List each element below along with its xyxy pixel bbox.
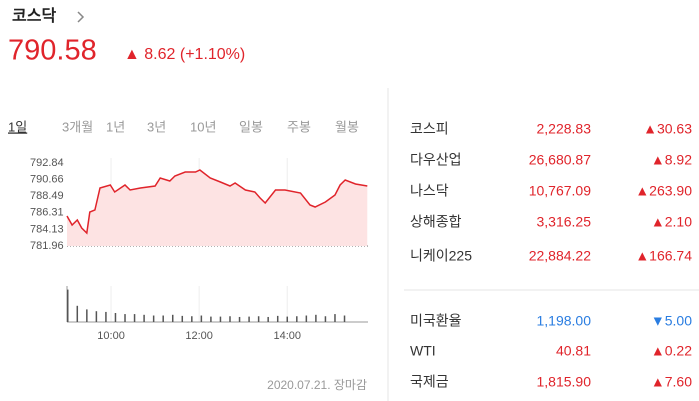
market-name[interactable]: 다우산업: [410, 152, 462, 168]
y-tick-label: 781.96: [30, 240, 64, 252]
volume-bar: [296, 316, 298, 322]
y-tick-label: 788.49: [30, 190, 64, 202]
market-change: ▲0.22: [651, 343, 692, 359]
market-change: ▲7.60: [651, 374, 692, 390]
market-change: ▲2.10: [651, 214, 692, 230]
volume-bar: [105, 311, 107, 322]
volume-bar: [238, 316, 241, 322]
market-change: ▼5.00: [651, 313, 692, 329]
volume-bar: [200, 315, 203, 322]
volume-bar: [133, 314, 136, 322]
volume-bar: [76, 305, 79, 322]
market-value: 26,680.87: [529, 152, 591, 168]
volume-bar: [315, 314, 317, 322]
market-name[interactable]: 미국환율: [410, 313, 462, 329]
period-tab[interactable]: 1년: [106, 119, 125, 134]
volume-bar: [276, 315, 279, 322]
volume-bar: [305, 315, 308, 322]
date-label: 2020.07.21. 장마감: [267, 378, 367, 392]
volume-bar: [143, 314, 145, 322]
x-tick-label: 14:00: [273, 330, 301, 342]
market-value: 22,884.22: [529, 248, 591, 264]
y-tick-label: 786.31: [30, 207, 64, 219]
y-tick-label: 784.13: [30, 223, 64, 235]
index-title[interactable]: 코스닥: [12, 7, 56, 25]
volume-bar: [181, 315, 184, 322]
volume-bar: [286, 316, 289, 322]
volume-bar: [152, 315, 155, 322]
volume-bar: [248, 316, 250, 322]
period-tab[interactable]: 3개월: [62, 119, 93, 134]
index-value: 790.58: [8, 35, 97, 67]
period-tab[interactable]: 월봉: [335, 119, 359, 134]
volume-bar: [267, 316, 269, 322]
market-change: ▲8.92: [651, 152, 692, 168]
volume-bar: [162, 315, 164, 322]
y-tick-label: 792.84: [30, 157, 64, 169]
period-tab[interactable]: 주봉: [287, 119, 311, 134]
volume-bar: [257, 316, 260, 322]
market-value: 3,316.25: [537, 214, 592, 230]
market-name[interactable]: 나스닥: [410, 183, 449, 199]
area: [67, 170, 368, 246]
volume-bar: [210, 316, 212, 322]
y-tick-label: 790.66: [30, 174, 64, 186]
volume-bar: [219, 316, 222, 322]
market-value: 2,228.83: [537, 121, 592, 137]
market-change: ▲30.63: [643, 121, 692, 137]
x-tick-label: 12:00: [185, 330, 213, 342]
x-tick-label: 10:00: [97, 330, 125, 342]
period-tab[interactable]: 일봉: [239, 119, 263, 134]
volume-bar: [229, 316, 231, 322]
chevron[interactable]: [77, 11, 85, 23]
market-name[interactable]: 상해종합: [410, 214, 462, 230]
market-value: 40.81: [556, 343, 591, 359]
volume-bar: [191, 316, 193, 322]
index-change: ▲ 8.62 (+1.10%): [124, 46, 245, 63]
period-tab[interactable]: 1일: [8, 119, 27, 134]
market-value: 1,198.00: [537, 313, 592, 329]
volume-bar: [124, 314, 126, 322]
market-value: 10,767.09: [529, 183, 591, 199]
market-name[interactable]: 니케이225: [410, 248, 472, 264]
price-line: [66, 169, 368, 235]
volume-bar: [114, 313, 117, 322]
volume-bar: [95, 311, 98, 322]
volume-bar: [86, 309, 88, 322]
volume-bar: [334, 314, 336, 322]
market-name[interactable]: 코스피: [410, 121, 449, 137]
market-name[interactable]: 국제금: [410, 374, 449, 390]
market-change: ▲166.74: [635, 248, 692, 264]
volume-bar: [324, 316, 327, 322]
market-value: 1,815.90: [537, 374, 592, 390]
volume-bar: [67, 289, 69, 322]
market-name[interactable]: WTI: [410, 343, 436, 359]
period-tab[interactable]: 3년: [147, 119, 166, 134]
volume-bar: [343, 315, 346, 322]
volume-bar: [171, 314, 174, 322]
period-tab[interactable]: 10년: [190, 119, 216, 134]
market-change: ▲263.90: [635, 183, 692, 199]
